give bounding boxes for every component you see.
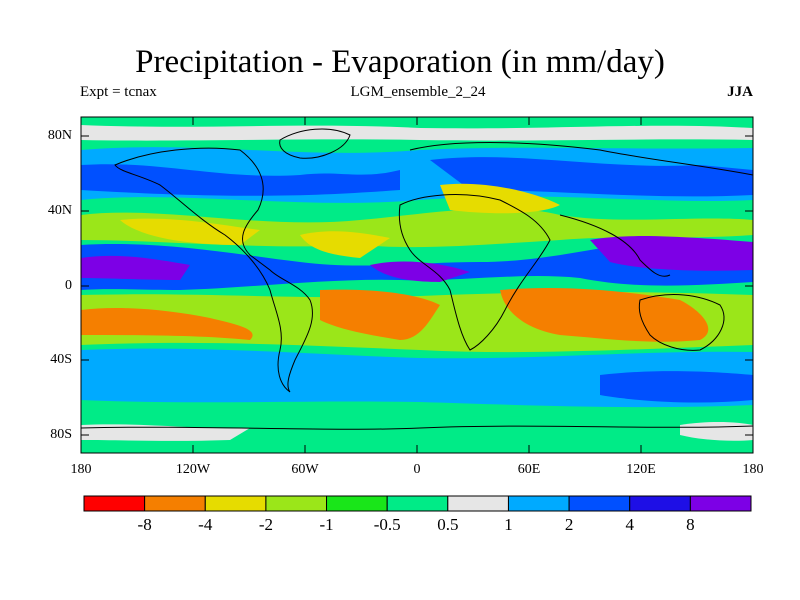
lon-label-0: 0 xyxy=(413,462,421,477)
colorbar-swatch xyxy=(689,495,752,512)
colorbar-swatch xyxy=(83,495,146,512)
colorbar xyxy=(83,495,752,512)
colorbar-label: 2 xyxy=(564,515,574,534)
coastlines xyxy=(81,128,753,430)
lon-label-180e: 180 xyxy=(742,462,764,477)
ensemble-label: LGM_ensemble_2_24 xyxy=(350,84,486,100)
lon-label-120w: 120W xyxy=(175,462,211,477)
lat-label-40s: 40S xyxy=(50,352,72,367)
colorbar-label: -0.5 xyxy=(373,515,401,534)
colorbar-label: -2 xyxy=(258,515,273,534)
lat-label-80n: 80N xyxy=(47,128,72,143)
colorbar-label: 8 xyxy=(686,515,695,534)
lon-label-180w: 180 xyxy=(70,462,92,477)
map-title: Precipitation - Evaporation (in mm/day) xyxy=(135,44,665,80)
colorbar-label: -8 xyxy=(137,515,152,534)
colorbar-swatch xyxy=(326,495,388,512)
lat-label-40n: 40N xyxy=(47,203,72,218)
lon-label-60e: 60E xyxy=(517,462,541,477)
colorbar-swatch xyxy=(568,495,631,512)
lon-label-60w: 60W xyxy=(291,462,319,477)
colorbar-swatch xyxy=(629,495,691,512)
colorbar-swatch xyxy=(447,495,509,512)
colorbar-swatch xyxy=(204,495,267,512)
colorbar-swatch xyxy=(144,495,206,512)
colorbar-label: 4 xyxy=(625,515,634,534)
colorbar-label: -1 xyxy=(319,515,334,534)
colorbar-swatch xyxy=(265,495,328,512)
colorbar-swatch xyxy=(507,495,570,512)
season-label: JJA xyxy=(727,84,753,100)
lon-label-120e: 120E xyxy=(626,462,656,477)
colorbar-label: 0.5 xyxy=(437,515,459,534)
lat-label-80s: 80S xyxy=(50,427,72,442)
pme-field xyxy=(81,117,753,453)
lat-label-0: 0 xyxy=(65,278,72,293)
axis-ticks xyxy=(80,117,754,453)
colorbar-label: -4 xyxy=(198,515,213,534)
experiment-label: Expt = tcnax xyxy=(80,84,157,100)
colorbar-swatch xyxy=(386,495,449,512)
colorbar-label: 1 xyxy=(504,515,513,534)
